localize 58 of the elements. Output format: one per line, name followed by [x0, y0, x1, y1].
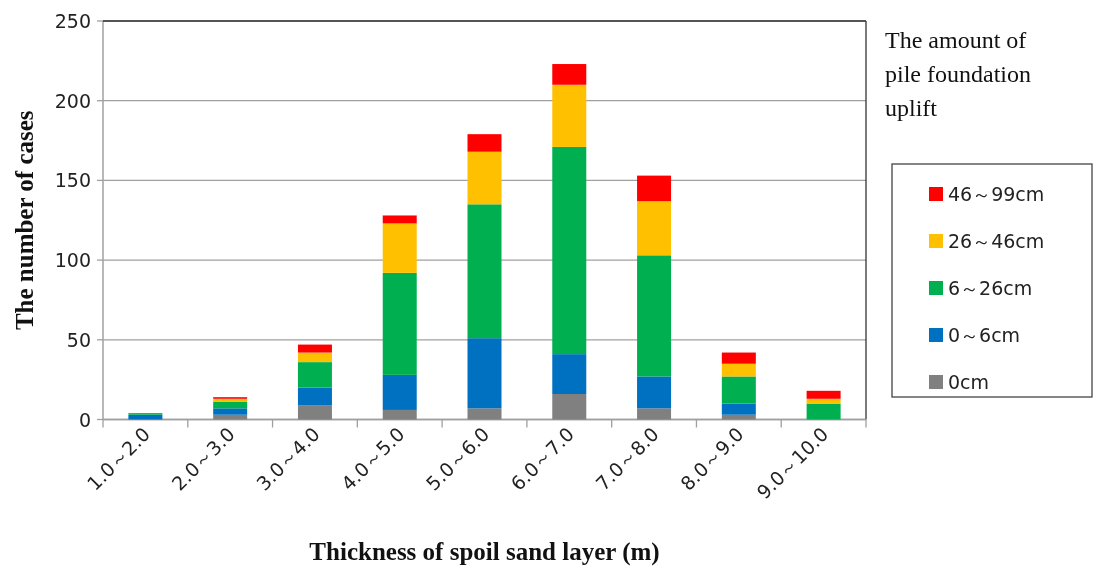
bar [382, 272, 417, 375]
bar [721, 414, 756, 420]
bar [467, 204, 502, 339]
x-tick-label: 6.0～7.0 [506, 422, 579, 495]
bar [721, 403, 756, 415]
legend-label: 6～26cm [948, 277, 1033, 299]
bar [467, 134, 502, 152]
bar [806, 403, 841, 420]
x-tick-label: 5.0～6.0 [421, 422, 494, 495]
bar [637, 201, 672, 256]
bar [552, 84, 587, 147]
bar [637, 408, 672, 420]
legend-label: 0cm [948, 371, 990, 393]
bar [467, 338, 502, 409]
bar [213, 408, 248, 415]
x-axis-title: Thickness of spoil sand layer (m) [309, 538, 660, 566]
bar [552, 354, 587, 394]
bar [637, 255, 672, 377]
bar [382, 409, 417, 420]
bar [467, 408, 502, 420]
bar [806, 398, 841, 404]
y-tick-label: 200 [54, 89, 91, 112]
bar [806, 390, 841, 399]
bar [552, 394, 587, 420]
x-tick-label: 7.0～8.0 [591, 422, 663, 495]
y-tick-label: 50 [66, 328, 91, 351]
bar [552, 64, 587, 85]
bar [297, 352, 332, 363]
y-tick-label: 0 [78, 408, 91, 431]
legend-label: 46～99cm [948, 183, 1045, 205]
bar [721, 363, 756, 377]
bar [382, 374, 417, 410]
bar [637, 376, 672, 409]
legend-title: The amount of pile foundation uplift [885, 27, 1031, 121]
x-tick-label: 4.0～5.0 [336, 422, 409, 495]
bar [297, 344, 332, 353]
bar [128, 414, 163, 420]
x-tick-label: 3.0～4.0 [252, 422, 324, 495]
bar [382, 223, 417, 273]
legend-label: 0～6cm [948, 324, 1021, 346]
bar [467, 151, 502, 205]
bar [297, 387, 332, 406]
bar [721, 352, 756, 364]
bar [297, 405, 332, 420]
y-tick-label: 150 [54, 169, 91, 192]
y-tick-label: 100 [54, 249, 91, 272]
legend-label: 26～46cm [948, 230, 1045, 252]
bar [213, 414, 248, 420]
bar [213, 401, 248, 409]
y-tick-label: 250 [54, 10, 91, 32]
bar [552, 146, 587, 355]
bar [297, 362, 332, 388]
bar [637, 175, 672, 202]
x-tick-label: 2.0～3.0 [167, 422, 239, 495]
bar [382, 215, 417, 224]
y-axis-title: The number of cases [11, 110, 38, 331]
x-tick-label: 8.0～9.0 [675, 422, 748, 495]
bar [721, 376, 756, 404]
